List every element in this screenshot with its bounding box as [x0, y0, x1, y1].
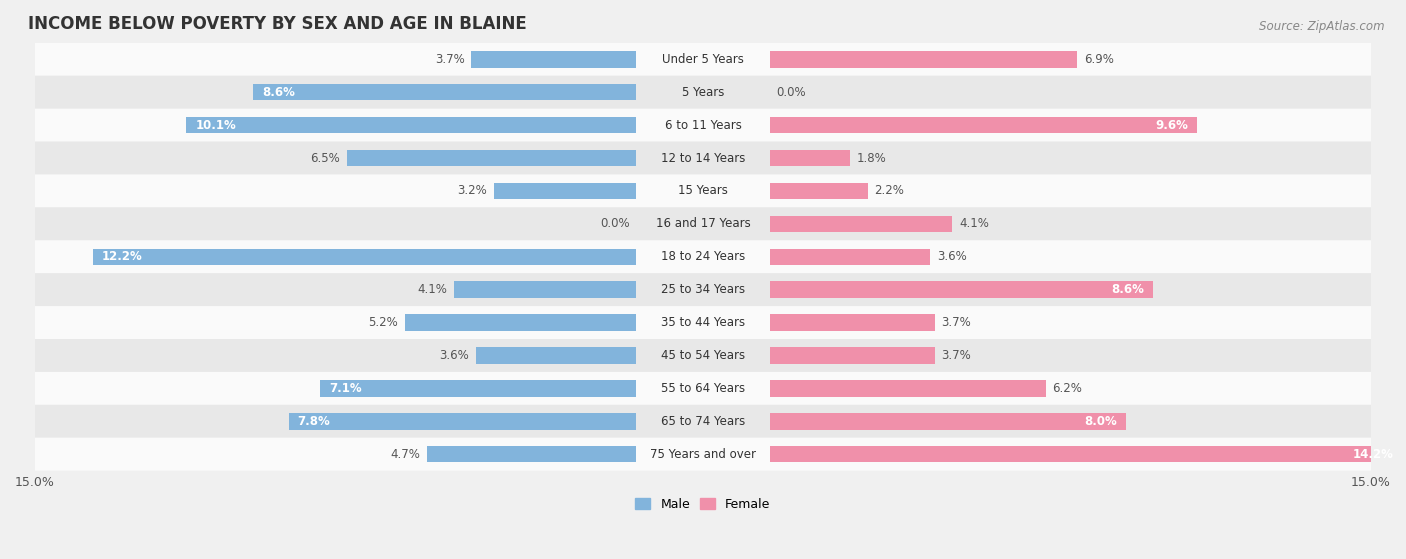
FancyBboxPatch shape [35, 174, 1371, 207]
Bar [770, 281, 1153, 298]
Text: 3.7%: 3.7% [434, 53, 465, 66]
Text: 7.1%: 7.1% [329, 382, 361, 395]
Text: 6 to 11 Years: 6 to 11 Years [665, 119, 741, 132]
Text: 5 Years: 5 Years [682, 86, 724, 99]
Text: 18 to 24 Years: 18 to 24 Years [661, 250, 745, 263]
Bar [471, 51, 636, 68]
Bar [770, 117, 1198, 134]
Bar [770, 380, 1046, 397]
FancyBboxPatch shape [35, 405, 1371, 438]
FancyBboxPatch shape [35, 306, 1371, 339]
Text: 8.0%: 8.0% [1084, 415, 1118, 428]
Text: 2.2%: 2.2% [875, 184, 904, 197]
Text: 6.9%: 6.9% [1084, 53, 1114, 66]
Text: 25 to 34 Years: 25 to 34 Years [661, 283, 745, 296]
Bar [454, 281, 636, 298]
Text: 12 to 14 Years: 12 to 14 Years [661, 151, 745, 164]
Text: 75 Years and over: 75 Years and over [650, 448, 756, 461]
Bar [494, 183, 636, 199]
Bar [405, 314, 636, 331]
Text: 10.1%: 10.1% [195, 119, 236, 132]
Bar [770, 314, 935, 331]
Bar [770, 51, 1077, 68]
Text: 4.7%: 4.7% [391, 448, 420, 461]
Text: 7.8%: 7.8% [298, 415, 330, 428]
Text: 4.1%: 4.1% [959, 217, 988, 230]
Bar [770, 216, 952, 232]
FancyBboxPatch shape [35, 141, 1371, 174]
Text: 45 to 54 Years: 45 to 54 Years [661, 349, 745, 362]
Text: 3.6%: 3.6% [936, 250, 966, 263]
Text: 6.2%: 6.2% [1053, 382, 1083, 395]
Text: 6.5%: 6.5% [311, 151, 340, 164]
Bar [347, 150, 636, 166]
Bar [770, 183, 868, 199]
FancyBboxPatch shape [35, 207, 1371, 240]
Bar [770, 347, 935, 364]
Bar [187, 117, 636, 134]
FancyBboxPatch shape [35, 76, 1371, 108]
Text: 3.6%: 3.6% [440, 349, 470, 362]
FancyBboxPatch shape [35, 372, 1371, 405]
Bar [770, 446, 1402, 462]
FancyBboxPatch shape [35, 43, 1371, 76]
FancyBboxPatch shape [35, 273, 1371, 306]
Text: 8.6%: 8.6% [1111, 283, 1144, 296]
Text: 65 to 74 Years: 65 to 74 Years [661, 415, 745, 428]
Bar [288, 413, 636, 429]
Text: 0.0%: 0.0% [600, 217, 630, 230]
FancyBboxPatch shape [35, 240, 1371, 273]
Bar [427, 446, 636, 462]
Text: 3.7%: 3.7% [941, 316, 972, 329]
Bar [93, 249, 636, 265]
Text: 1.8%: 1.8% [856, 151, 886, 164]
Bar [253, 84, 636, 101]
FancyBboxPatch shape [35, 438, 1371, 471]
Bar [770, 249, 931, 265]
Bar [770, 413, 1126, 429]
Bar [475, 347, 636, 364]
Text: 8.6%: 8.6% [262, 86, 295, 99]
Text: 3.2%: 3.2% [457, 184, 486, 197]
FancyBboxPatch shape [35, 108, 1371, 141]
Text: 5.2%: 5.2% [368, 316, 398, 329]
FancyBboxPatch shape [35, 339, 1371, 372]
Text: INCOME BELOW POVERTY BY SEX AND AGE IN BLAINE: INCOME BELOW POVERTY BY SEX AND AGE IN B… [28, 15, 527, 33]
Text: 35 to 44 Years: 35 to 44 Years [661, 316, 745, 329]
Text: Source: ZipAtlas.com: Source: ZipAtlas.com [1260, 20, 1385, 32]
Text: 14.2%: 14.2% [1353, 448, 1393, 461]
Text: 0.0%: 0.0% [776, 86, 806, 99]
Text: 4.1%: 4.1% [418, 283, 447, 296]
Text: 15 Years: 15 Years [678, 184, 728, 197]
Text: 16 and 17 Years: 16 and 17 Years [655, 217, 751, 230]
Legend: Male, Female: Male, Female [630, 492, 776, 516]
Text: 12.2%: 12.2% [101, 250, 142, 263]
Bar [321, 380, 636, 397]
Bar [770, 150, 851, 166]
Text: Under 5 Years: Under 5 Years [662, 53, 744, 66]
Text: 55 to 64 Years: 55 to 64 Years [661, 382, 745, 395]
Text: 9.6%: 9.6% [1156, 119, 1188, 132]
Text: 3.7%: 3.7% [941, 349, 972, 362]
